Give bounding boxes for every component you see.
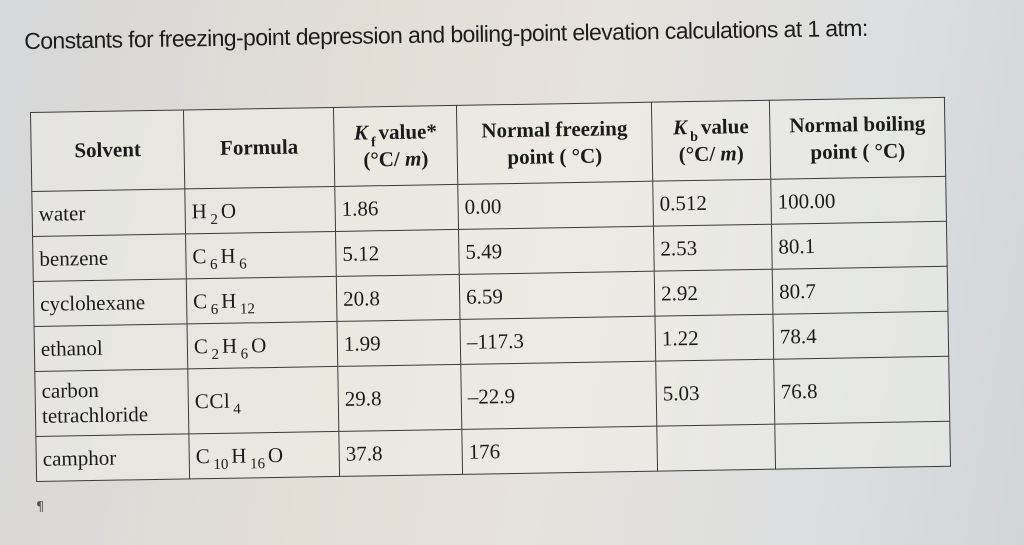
header-normal-boiling-point: Normal boiling point ( °C) bbox=[769, 97, 946, 180]
cell-solvent: ethanol bbox=[34, 323, 188, 372]
cell-nfp: –117.3 bbox=[459, 316, 656, 365]
cell-kf: 1.99 bbox=[337, 319, 461, 367]
header-solvent: Solvent bbox=[30, 109, 185, 192]
cell-solvent: cyclohexane bbox=[33, 278, 188, 327]
nfp-line1: Normal freezing bbox=[481, 115, 628, 143]
cell-kb: 2.92 bbox=[654, 269, 773, 317]
kb-symbol: K bbox=[672, 114, 688, 140]
header-normal-freezing-point: Normal freezing point ( °C) bbox=[456, 102, 653, 185]
kf-label: value* bbox=[378, 118, 438, 144]
cell-nfp: 0.00 bbox=[457, 181, 654, 230]
cell-solvent: camphor bbox=[35, 433, 190, 482]
cell-nbp: 80.7 bbox=[772, 266, 948, 315]
cell-kb: 2.53 bbox=[653, 224, 773, 272]
kf-units-close: ) bbox=[421, 146, 429, 171]
kb-subscript: b bbox=[690, 129, 699, 145]
cell-nfp: 176 bbox=[461, 426, 658, 475]
cell-nfp: 6.59 bbox=[459, 271, 655, 320]
cell-nbp: 78.4 bbox=[772, 311, 949, 360]
header-formula: Formula bbox=[183, 107, 335, 189]
cell-kb bbox=[656, 424, 776, 472]
nbp-line1: Normal boiling bbox=[789, 110, 926, 138]
cell-nbp: 100.00 bbox=[770, 176, 947, 225]
cell-kf: 29.8 bbox=[337, 364, 462, 432]
cell-formula: C 10 H 16 O bbox=[188, 431, 340, 479]
cell-kb: 1.22 bbox=[654, 314, 774, 362]
cell-solvent: benzene bbox=[32, 233, 187, 282]
document-title: Constants for freezing-point depression … bbox=[24, 14, 868, 54]
nfp-line2: point ( °C) bbox=[507, 143, 603, 170]
cell-kb: 0.512 bbox=[652, 179, 772, 227]
cell-nfp: –22.9 bbox=[460, 361, 657, 430]
nbp-line2: point ( °C) bbox=[810, 138, 906, 165]
cell-solvent: carbon tetrachloride bbox=[34, 368, 189, 437]
kf-subscript: f bbox=[370, 134, 376, 151]
cell-kf: 5.12 bbox=[335, 229, 460, 277]
cell-formula: CCl 4 bbox=[187, 366, 339, 434]
cell-kf: 1.86 bbox=[334, 184, 459, 232]
cell-kb: 5.03 bbox=[655, 359, 775, 427]
kf-units-open: (°C/ bbox=[363, 146, 406, 172]
cell-nbp: 76.8 bbox=[773, 356, 950, 425]
cell-solvent: water bbox=[31, 188, 186, 237]
kb-label: value bbox=[700, 113, 749, 139]
kf-units-var: m bbox=[404, 146, 422, 171]
kb-units-close: ) bbox=[736, 141, 744, 166]
cell-kf: 20.8 bbox=[336, 274, 460, 322]
cell-nbp: 80.1 bbox=[771, 221, 948, 270]
kf-symbol: K bbox=[353, 120, 369, 145]
kb-units-var: m bbox=[720, 141, 737, 166]
cell-nbp bbox=[774, 421, 951, 470]
kb-units-open: (°C/ bbox=[678, 141, 721, 167]
cell-nfp: 5.49 bbox=[458, 226, 655, 275]
cell-formula: C 6 H 12 bbox=[186, 276, 338, 324]
cell-kf: 37.8 bbox=[338, 429, 463, 477]
paragraph-mark-icon: ¶ bbox=[36, 500, 45, 515]
